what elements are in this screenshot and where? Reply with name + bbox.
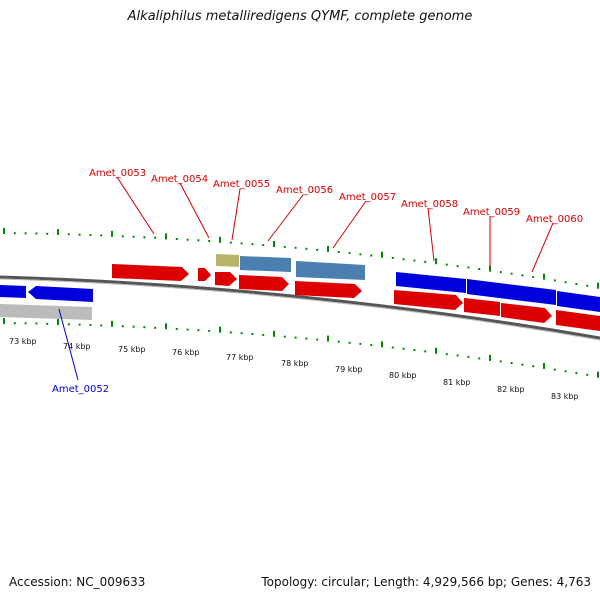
scale-label: 74 kbp xyxy=(63,342,91,351)
gene-rect-olive[interactable] xyxy=(216,254,239,267)
gene-label-amet-0059[interactable]: Amet_0059 xyxy=(463,207,520,218)
tick-row-bottom xyxy=(3,318,599,378)
gene-rect-reverse[interactable] xyxy=(467,279,556,305)
gene-arrow-forward[interactable] xyxy=(215,272,237,286)
gene-label-amet-0057[interactable]: Amet_0057 xyxy=(339,192,396,203)
scale-label: 78 kbp xyxy=(281,359,309,368)
gene-arrow-forward[interactable] xyxy=(501,303,552,323)
gene-arrow-forward[interactable] xyxy=(464,298,500,316)
tick-row-top xyxy=(3,228,599,289)
genome-summary-text: Topology: circular; Length: 4,929,566 bp… xyxy=(261,575,591,589)
gene-arrow-forward[interactable] xyxy=(556,310,600,331)
gene-label-amet-0054[interactable]: Amet_0054 xyxy=(151,174,208,185)
gene-arrow-forward[interactable] xyxy=(112,264,189,281)
gene-rect-steel[interactable] xyxy=(296,261,365,280)
label-leader-bottom xyxy=(58,308,79,381)
scale-label: 81 kbp xyxy=(443,378,471,387)
gene-label-amet-0055[interactable]: Amet_0055 xyxy=(213,179,270,190)
gene-arrow-reverse[interactable] xyxy=(28,286,93,302)
gene-rect-reverse[interactable] xyxy=(396,272,466,293)
gene-arrow-forward[interactable] xyxy=(394,290,463,310)
scale-label: 82 kbp xyxy=(497,385,525,394)
gene-label-amet-0052[interactable]: Amet_0052 xyxy=(52,384,109,395)
gene-features xyxy=(0,254,600,331)
gene-arrow-reverse[interactable] xyxy=(0,285,26,298)
gene-label-amet-0058[interactable]: Amet_0058 xyxy=(401,199,458,210)
gene-rect-reverse[interactable] xyxy=(557,291,600,312)
scale-label: 77 kbp xyxy=(226,353,254,362)
gene-label-amet-0060[interactable]: Amet_0060 xyxy=(526,214,583,225)
gene-rect-gray[interactable] xyxy=(0,304,92,320)
scale-label: 73 kbp xyxy=(9,337,37,346)
gene-arrow-forward[interactable] xyxy=(198,268,211,281)
label-leaders xyxy=(116,176,554,273)
scale-label: 83 kbp xyxy=(551,392,579,401)
gene-label-amet-0056[interactable]: Amet_0056 xyxy=(276,185,333,196)
backbone-outer xyxy=(0,275,600,340)
gene-arrow-forward[interactable] xyxy=(295,281,362,298)
gene-label-amet-0053[interactable]: Amet_0053 xyxy=(89,168,146,179)
scale-label: 80 kbp xyxy=(389,371,417,380)
accession-text: Accession: NC_009633 xyxy=(9,575,146,589)
gene-arrow-forward[interactable] xyxy=(239,275,289,291)
map-title: Alkaliphilus metalliredigens QYMF, compl… xyxy=(127,9,473,24)
backbone-inner xyxy=(0,278,600,341)
scale-label: 75 kbp xyxy=(118,345,146,354)
scale-label: 79 kbp xyxy=(335,365,363,374)
scale-label: 76 kbp xyxy=(172,348,200,357)
gene-rect-steel[interactable] xyxy=(240,256,291,272)
